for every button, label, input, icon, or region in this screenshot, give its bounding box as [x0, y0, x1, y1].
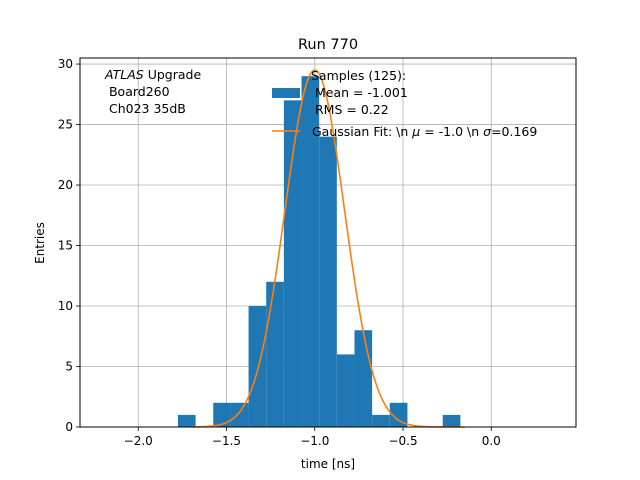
y-tick-label: 25	[58, 118, 73, 132]
legend-rms: RMS = 0.22	[315, 102, 389, 117]
legend-histogram-patch	[272, 88, 300, 98]
x-tick-label: −2.0	[124, 434, 153, 448]
histogram-bar	[266, 281, 284, 427]
legend-fit-sigma: σ	[483, 124, 492, 139]
legend-fit-suffix: =0.169	[491, 124, 537, 139]
legend-histogram-label: Samples (125):	[311, 68, 406, 83]
y-tick-label: 10	[58, 299, 73, 313]
histogram-bar	[336, 354, 355, 427]
y-tick-label: 0	[65, 420, 73, 434]
legend-fit-mid: = -1.0 \n	[420, 124, 483, 139]
histogram-bar	[213, 402, 231, 427]
y-axis-label: Entries	[33, 222, 47, 264]
histogram-bar	[177, 414, 196, 427]
atlas-annotation: ATLAS Upgrade Board260 Ch023 35dB	[104, 67, 201, 116]
annotation-line-2: Board260	[105, 84, 170, 99]
histogram-bar	[283, 100, 302, 427]
histogram-bar	[230, 402, 249, 427]
chart-title: Run 770	[298, 37, 358, 53]
x-tick-label: −1.0	[300, 434, 329, 448]
legend-fit-prefix: Gaussian Fit: \n	[312, 124, 412, 139]
legend-fit-mu: μ	[411, 124, 420, 139]
gaussian-fit-curve	[191, 69, 465, 428]
axis-ticks: −2.0 −1.5 −1.0 −0.5 0.0 0 5 10 15 20 25 30	[58, 57, 501, 448]
annotation-upgrade: Upgrade	[144, 67, 202, 82]
histogram-bar	[319, 136, 337, 427]
histogram-bar	[248, 306, 267, 427]
x-axis-label: time [ns]	[301, 457, 355, 471]
histogram-bar	[389, 402, 408, 427]
x-tick-label: −0.5	[388, 434, 417, 448]
histogram-bars	[177, 76, 461, 428]
y-tick-label: 5	[65, 360, 73, 374]
y-tick-label: 15	[58, 239, 73, 253]
y-tick-label: 20	[58, 178, 73, 192]
plot-frame	[79, 57, 577, 428]
legend-mean: Mean = -1.001	[315, 85, 408, 100]
histogram-bar	[372, 414, 390, 427]
histogram-bar	[442, 414, 461, 427]
legend-fit-label: Gaussian Fit: \n μ = -1.0 \n σ=0.169	[312, 124, 537, 139]
annotation-line-1: ATLAS Upgrade	[104, 67, 201, 82]
x-tick-label: 0.0	[482, 434, 501, 448]
histogram-bar	[301, 76, 320, 428]
annotation-atlas: ATLAS	[104, 67, 144, 82]
gaussian-fit	[191, 69, 465, 428]
x-tick-label: −1.5	[212, 434, 241, 448]
annotation-line-3: Ch023 35dB	[105, 101, 186, 116]
histogram-bar	[354, 330, 373, 427]
y-tick-label: 30	[58, 57, 73, 71]
legend: Samples (125): Mean = -1.001 RMS = 0.22 …	[272, 68, 537, 139]
